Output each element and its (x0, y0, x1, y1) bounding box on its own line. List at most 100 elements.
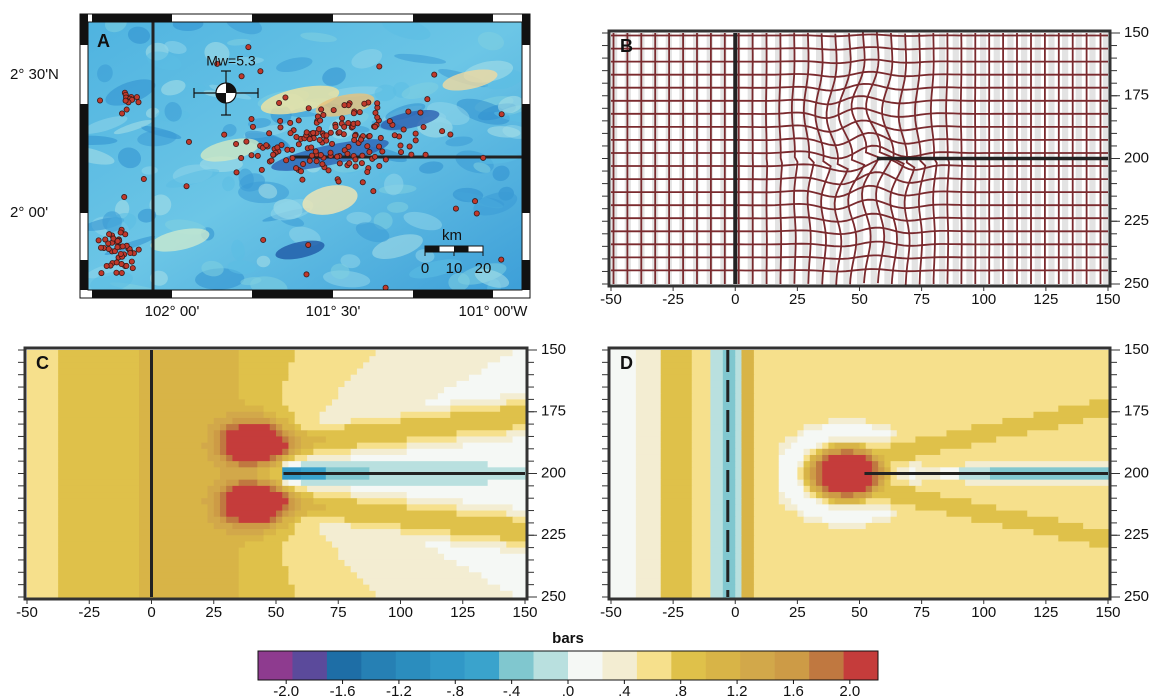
stress-cell (784, 504, 798, 512)
mesh-line (751, 33, 754, 285)
map-frame-segment (252, 14, 333, 22)
stress-cell (660, 516, 693, 524)
stress-cell (338, 547, 439, 555)
epicenter (358, 160, 365, 167)
stress-cell (753, 393, 1109, 400)
stress-cell (710, 541, 724, 549)
stress-cell (691, 590, 711, 598)
stress-cell (865, 485, 873, 493)
stress-cell (1058, 535, 1109, 542)
epicenter (121, 194, 128, 201)
epicenter (289, 146, 296, 153)
stress-cell (635, 553, 662, 561)
stress-cell (213, 504, 221, 512)
stress-cell (325, 535, 451, 542)
stress-cell (710, 350, 724, 357)
stress-cell (878, 454, 885, 462)
stress-cell (232, 485, 271, 493)
stress-cell (58, 374, 140, 382)
stress-cell (735, 504, 742, 512)
stress-cell (884, 479, 892, 487)
stress-cell (282, 492, 289, 499)
colorbar-tick-label: -.4 (503, 683, 521, 700)
stress-cell (691, 411, 711, 419)
stress-cell (219, 467, 258, 474)
stress-cell (139, 479, 215, 487)
epicenter (339, 115, 346, 122)
stress-cell (27, 442, 59, 450)
stress-cell (660, 399, 693, 407)
epicenter (356, 109, 363, 116)
mesh-line (611, 240, 1108, 248)
stress-cell (635, 498, 662, 505)
stress-cell (375, 350, 514, 357)
stress-cell (238, 387, 283, 394)
stress-cell (219, 442, 227, 450)
epicenter (371, 153, 378, 160)
stress-cell (722, 492, 736, 499)
stress-cell (890, 461, 910, 468)
stress-cell (635, 541, 662, 549)
stress-cell (27, 492, 59, 499)
stress-cell (822, 479, 873, 487)
stress-cell (611, 430, 637, 437)
x-tick-label: 100 (971, 291, 996, 308)
stress-cell (735, 492, 742, 499)
mesh-line (611, 119, 1108, 133)
stress-cell (1033, 529, 1109, 536)
stress-cell (822, 516, 873, 524)
stress-cell (816, 479, 823, 487)
stress-cell (226, 424, 240, 431)
stress-cell (27, 559, 59, 567)
stress-cell (822, 473, 873, 481)
stress-cell (741, 417, 755, 425)
stress-cell (735, 516, 742, 524)
stress-cell (139, 461, 215, 468)
stress-cell (803, 430, 892, 437)
map-relief-patch (88, 116, 128, 134)
stress-cell (878, 461, 885, 468)
stress-cell (884, 473, 892, 481)
y-tick-label: 150 (541, 341, 566, 358)
grid-shade (870, 33, 877, 284)
stress-cell (276, 461, 283, 468)
stress-cell (971, 498, 1109, 505)
stress-cell (635, 393, 662, 400)
map-relief-patch (382, 22, 431, 41)
stress-cell (741, 516, 755, 524)
stress-cell (803, 485, 811, 493)
map-relief-patch (409, 259, 462, 279)
stress-cell (741, 590, 755, 598)
x-tick-label: 150 (512, 604, 537, 621)
stress-cell (816, 492, 823, 499)
epicenter (334, 153, 341, 160)
stress-cell (890, 467, 898, 474)
stress-cell (500, 547, 526, 555)
x-tick-label: 0 (731, 604, 739, 621)
stress-cell (611, 454, 637, 462)
map-relief-patch (387, 201, 409, 213)
stress-cell (282, 485, 289, 493)
stress-cell (803, 492, 811, 499)
stress-cell (803, 448, 811, 456)
stress-cell (27, 504, 59, 512)
epicenter (128, 258, 135, 265)
epicenter (366, 149, 373, 156)
stress-cell (735, 461, 742, 468)
stress-cell (207, 516, 221, 524)
stress-cell (896, 467, 910, 474)
epicenter (374, 100, 381, 107)
epicenter (238, 155, 245, 162)
stress-cell (276, 529, 296, 536)
stress-cell (865, 448, 873, 456)
stress-cell (238, 566, 289, 573)
stress-cell (425, 399, 451, 407)
stress-cell (965, 479, 1109, 487)
stress-cell (611, 387, 637, 394)
stress-cell (139, 411, 227, 419)
stress-cell (139, 578, 240, 586)
stress-cell (300, 479, 489, 487)
stress-cell (691, 510, 711, 518)
stress-cell (238, 479, 258, 487)
